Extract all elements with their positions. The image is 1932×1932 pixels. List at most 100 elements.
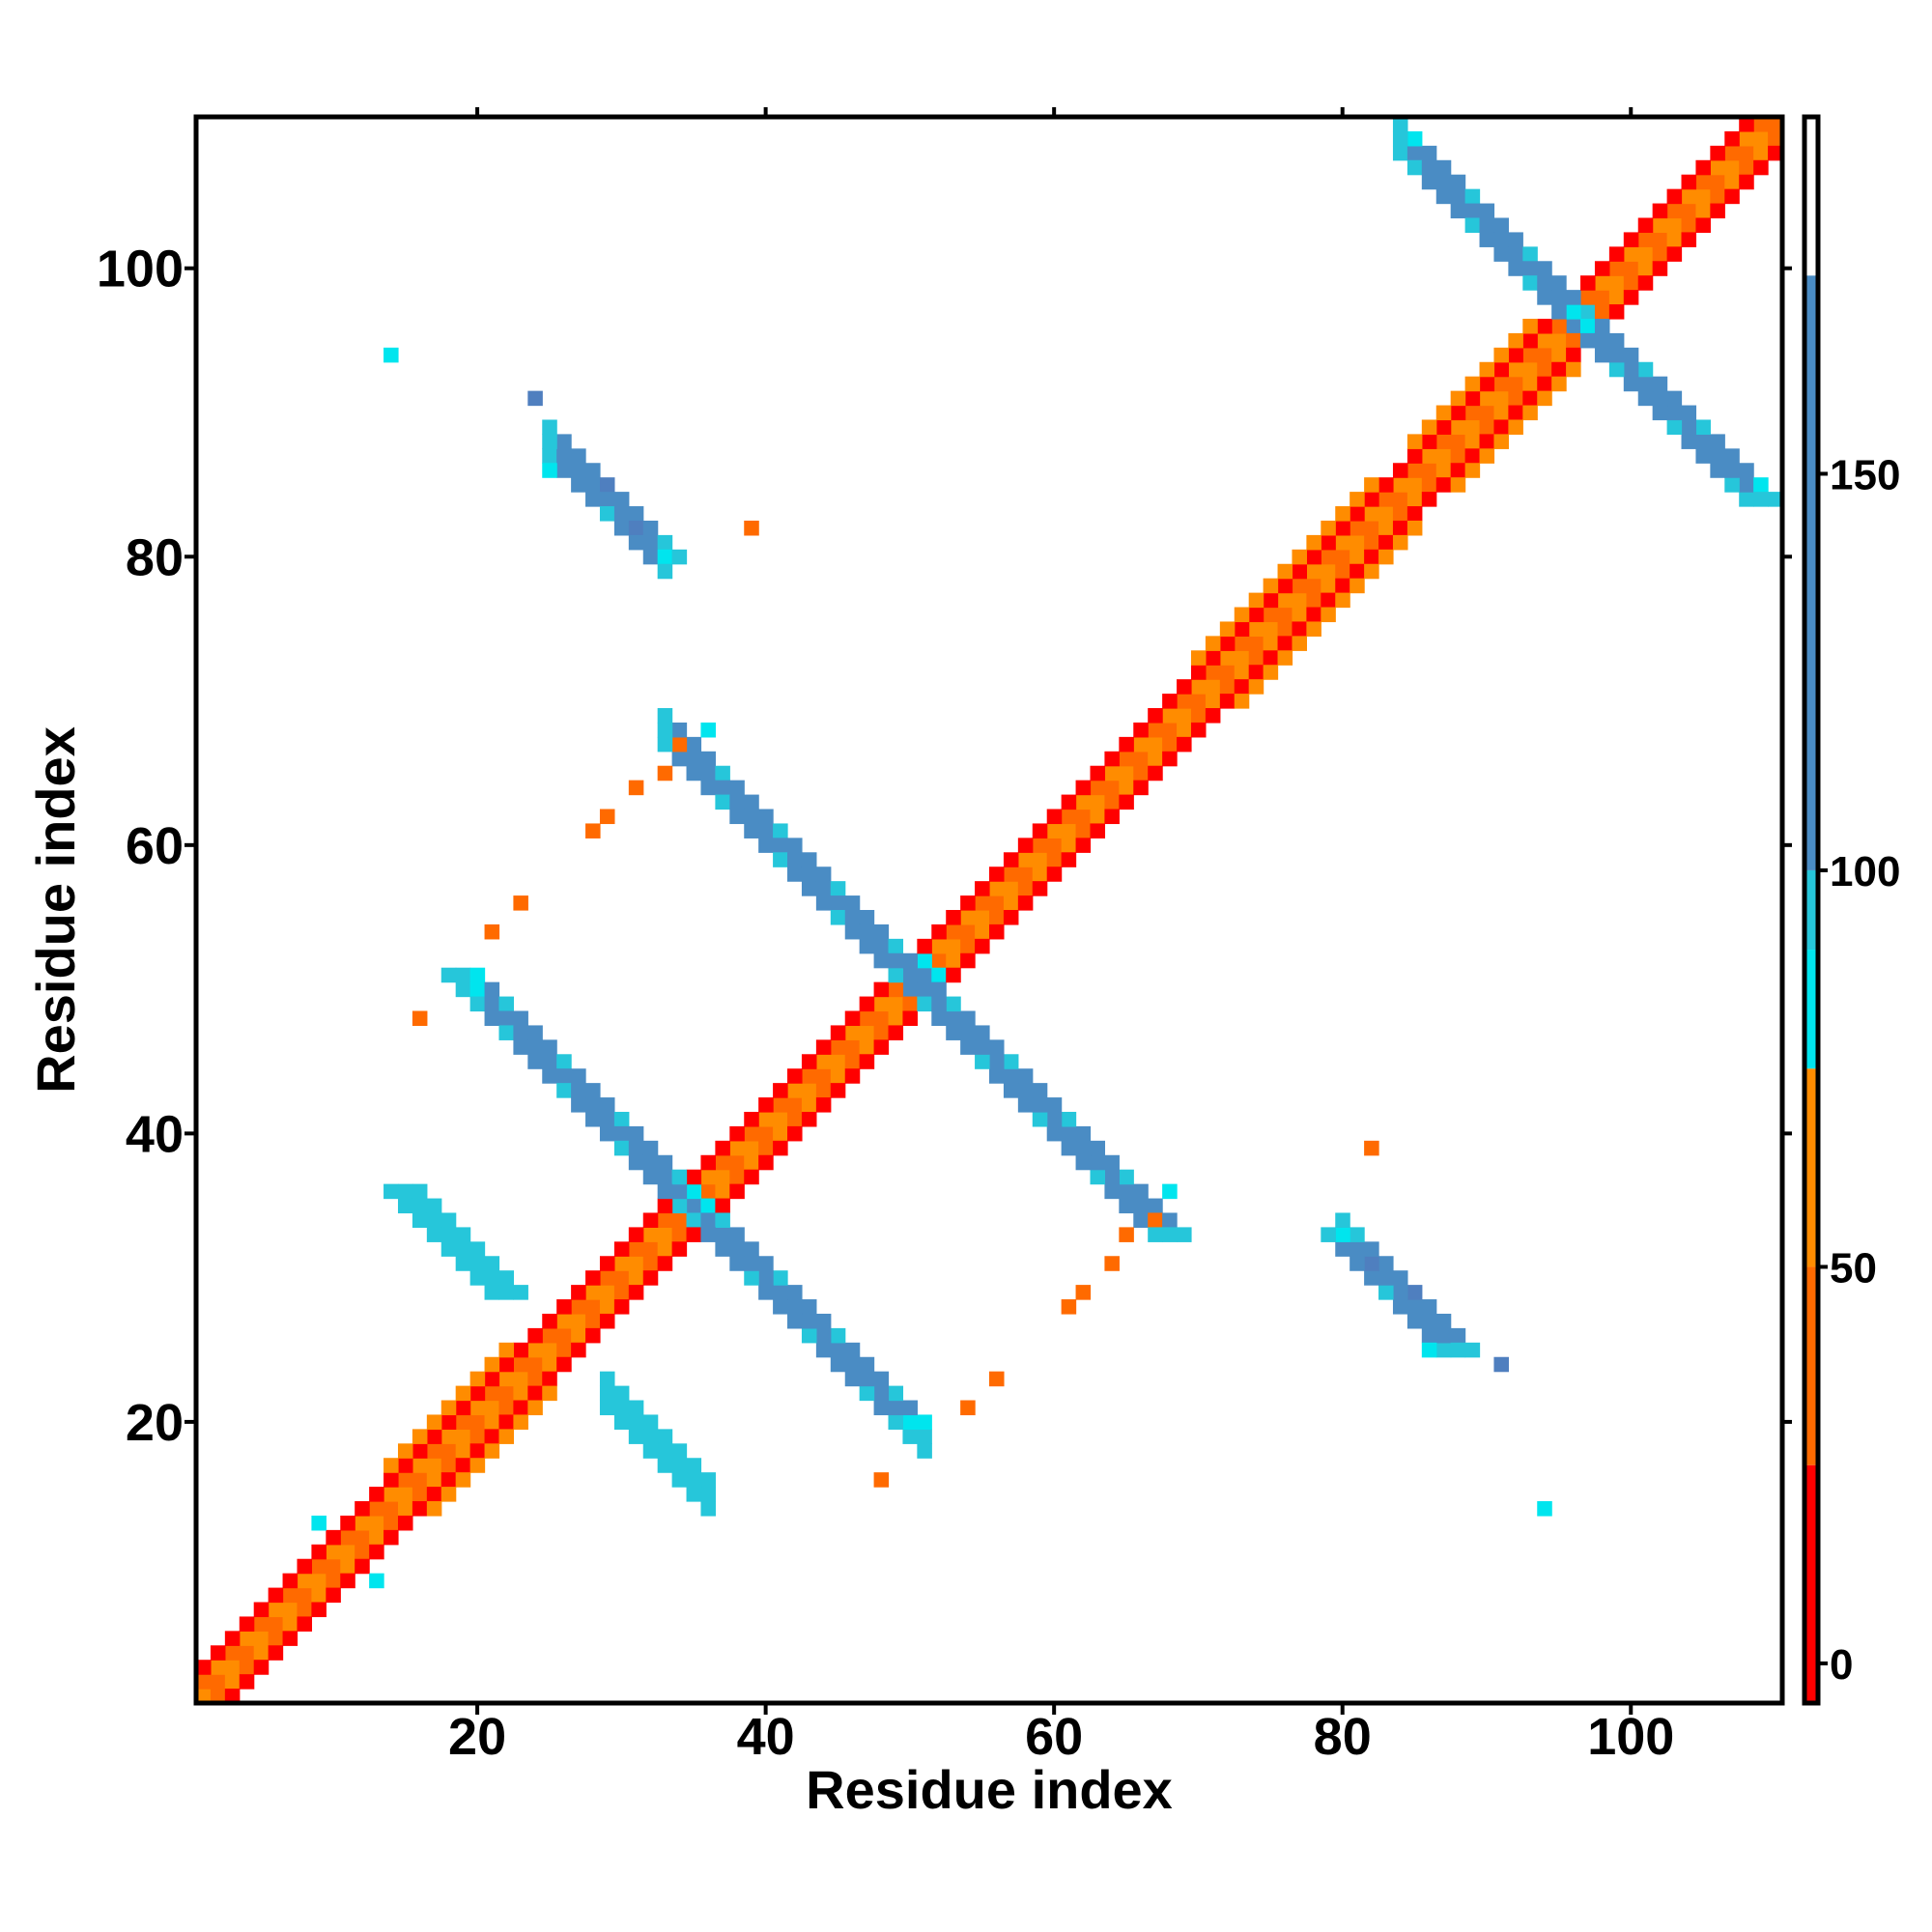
heatmap-cell [975,1039,990,1055]
heatmap-cell [355,1501,370,1517]
heatmap-cell [1090,1154,1106,1171]
heatmap-cell [1162,694,1178,709]
heatmap-cell [628,1227,644,1242]
heatmap-cell [931,967,947,983]
heatmap-cell [1739,117,1754,132]
heatmap-cell [542,448,557,464]
heatmap-cell [1652,376,1668,392]
heatmap-cell [715,780,730,796]
heatmap-cell [1350,492,1365,507]
heatmap-cell [744,1111,759,1127]
heatmap-cell [1493,361,1509,378]
heatmap-cell [440,967,457,983]
heatmap-cell [1292,621,1307,637]
heatmap-cell [1292,549,1307,565]
heatmap-cell [412,1443,428,1459]
heatmap-cell [1119,1183,1134,1200]
heatmap-cell [369,1515,384,1531]
heatmap-cell [888,981,904,998]
heatmap-cell [960,1400,976,1416]
heatmap-cell [556,1299,572,1315]
heatmap-cell [297,1587,313,1604]
heatmap-cell [513,1400,528,1416]
heatmap-cell [1090,1140,1106,1156]
heatmap-cell [686,1472,702,1488]
heatmap-cell [1162,1183,1178,1200]
heatmap-cell [700,1198,716,1214]
heatmap-cell [282,1587,298,1604]
heatmap-cell [253,1645,270,1661]
heatmap-cell [585,1299,601,1315]
heatmap-cell [801,1097,817,1113]
heatmap-cell [469,981,486,998]
heatmap-cell [1522,361,1538,378]
heatmap-cell [1292,563,1307,580]
heatmap-cell [1739,145,1754,161]
heatmap-cell [268,1616,284,1632]
heatmap-cell [801,1111,817,1127]
heatmap-cell [599,1270,615,1286]
heatmap-cell [1406,1313,1423,1329]
heatmap-cell [571,448,586,464]
heatmap-cell [1508,390,1523,407]
heatmap-cell [1551,361,1567,378]
heatmap-cell [513,1285,528,1300]
heatmap-cell [1450,1327,1466,1344]
heatmap-cell [1378,1285,1394,1300]
heatmap-cell [989,867,1005,882]
heatmap-cell [902,1429,918,1444]
heatmap-cell [700,722,716,738]
heatmap-cell [340,1529,355,1546]
colorbar-ticks: 0 50 100 150 [1818,451,1900,1689]
heatmap-cell [440,1458,457,1473]
heatmap-cell [599,1111,615,1127]
heatmap-cell [787,1285,803,1300]
heatmap-cell [1061,838,1077,853]
heatmap-cell [1623,275,1639,291]
heatmap-cell [1479,376,1495,392]
heatmap-cell [513,1371,528,1387]
heatmap-cell [1724,159,1740,176]
heatmap-cell [1608,361,1625,378]
heatmap-cell [773,852,788,867]
heatmap-cell [1162,1212,1178,1228]
heatmap-cell [1234,679,1250,695]
heatmap-cell [469,1414,486,1430]
heatmap-cell [455,1227,471,1242]
heatmap-cell [1739,492,1754,507]
heatmap-cell [1551,318,1567,334]
heatmap-cell [1666,217,1683,234]
heatmap-cell [542,463,557,478]
heatmap-cell [513,1039,528,1055]
heatmap-cell [873,996,890,1012]
heatmap-cell [1032,1111,1048,1127]
heatmap-cell [1119,751,1134,767]
heatmap-cell [671,1227,688,1242]
heatmap-cell [628,1154,644,1171]
heatmap-cell [787,1068,803,1084]
heatmap-cell [642,1227,659,1242]
heatmap-cell [542,1054,557,1069]
heatmap-cell [975,923,990,940]
heatmap-cell [1335,1227,1350,1242]
heatmap-cell [1435,405,1452,421]
heatmap-cell [571,1313,586,1329]
heatmap-cell [1003,867,1019,882]
heatmap-cell [1479,361,1495,378]
heatmap-cell [1119,1227,1134,1242]
heatmap-cell [1681,419,1697,435]
heatmap-cell [1739,477,1754,493]
heatmap-cell [844,895,861,911]
heatmap-cell [455,1472,471,1488]
heatmap-cell [931,1010,947,1027]
heatmap-cell [556,1068,572,1084]
heatmap-cell [830,1327,846,1344]
heatmap-cell [773,823,788,838]
heatmap-cell [1032,838,1048,853]
heatmap-cell [1464,1342,1481,1358]
heatmap-cell [1364,1140,1379,1156]
heatmap-cell [268,1645,284,1661]
heatmap-cell [1710,448,1725,464]
heatmap-cell [700,1501,716,1517]
heatmap-cell [1133,736,1149,753]
